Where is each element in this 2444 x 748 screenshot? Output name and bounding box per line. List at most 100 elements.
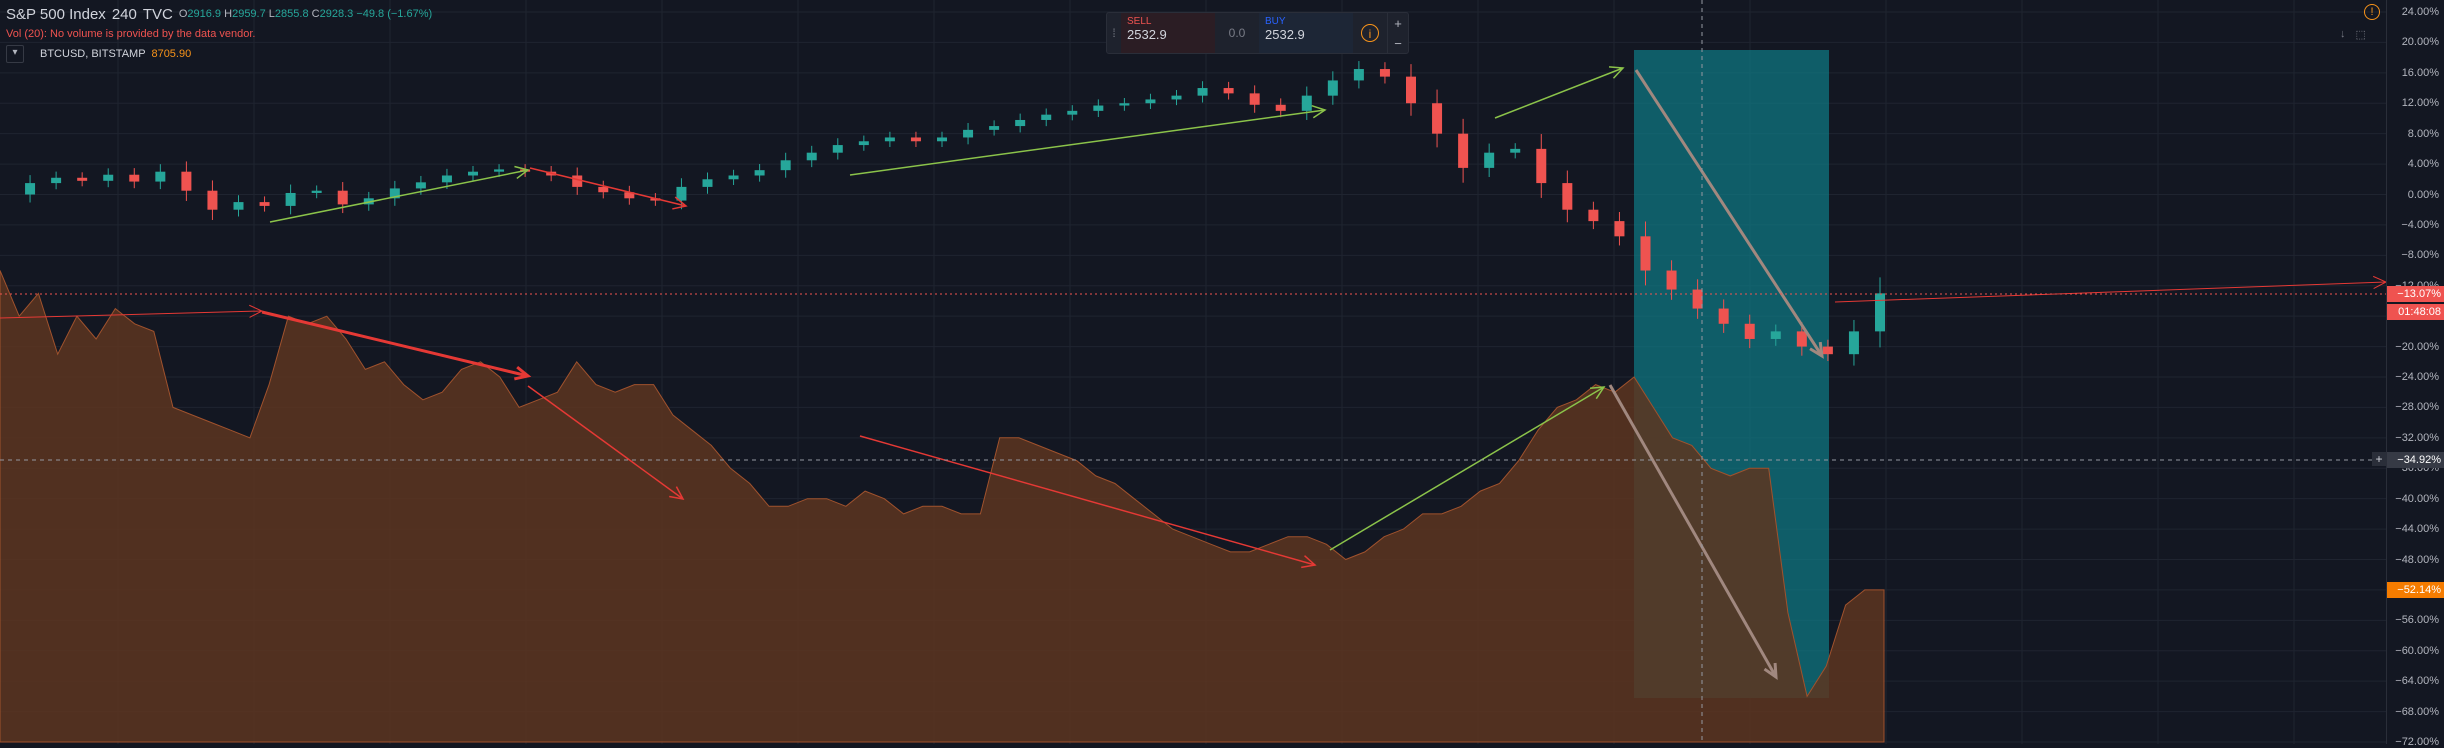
price-axis-tick: 12.00%	[2401, 97, 2439, 110]
spx-candle	[754, 170, 765, 176]
spread-value: 0.0	[1228, 26, 1246, 40]
buy-button[interactable]: BUY 2532.9	[1259, 13, 1353, 53]
arrow-head	[249, 304, 264, 318]
spx-candle	[389, 188, 400, 199]
chevron-down-icon[interactable]: ▾	[6, 45, 24, 63]
price-axis-tick: −72.00%	[2395, 736, 2439, 748]
spx-candle	[207, 190, 218, 210]
spx-candle	[311, 190, 322, 193]
spx-candle	[1796, 331, 1807, 347]
spx-candle	[103, 174, 114, 181]
chart-canvas[interactable]	[0, 0, 2386, 744]
symbol-name[interactable]: S&P 500 Index	[6, 5, 106, 23]
spx-candle	[937, 137, 947, 142]
spx-candle	[1275, 104, 1286, 111]
spx-candle	[1510, 148, 1521, 153]
trend-arrow[interactable]	[1494, 67, 1624, 119]
spx-candle	[702, 179, 713, 187]
trend-arrow[interactable]	[849, 109, 1326, 176]
trend-arrow[interactable]	[859, 435, 1316, 566]
trend-arrow[interactable]	[261, 310, 529, 378]
spx-candle	[858, 141, 869, 146]
info-button[interactable]: i	[1353, 13, 1387, 53]
price-axis-tick: −60.00%	[2395, 644, 2439, 657]
arrow-down-icon[interactable]: ↓	[2340, 28, 2346, 40]
crosshair-price-label: −34.92%	[2387, 452, 2444, 468]
spx-candle	[1015, 119, 1026, 127]
trend-arrow[interactable]	[1608, 384, 1778, 678]
spx-candle	[129, 174, 140, 182]
spx-candle	[1041, 114, 1052, 120]
spx-candle	[1171, 95, 1182, 100]
trend-arrow[interactable]	[529, 167, 687, 207]
spx-candle	[1379, 69, 1390, 77]
maximize-icon[interactable]: ⬚	[2355, 29, 2366, 41]
price-axis-tick: 24.00%	[2401, 6, 2439, 18]
spx-candle	[233, 202, 244, 210]
spx-candle	[181, 171, 192, 191]
plus-button[interactable]: +	[1394, 15, 1402, 31]
price-axis-tick: −24.00%	[2395, 371, 2439, 383]
spx-candle	[259, 202, 270, 206]
arrow-head	[672, 196, 688, 210]
sell-label: SELL	[1127, 16, 1152, 27]
arrow-head	[669, 486, 685, 501]
price-axis-tick: −56.00%	[2395, 614, 2439, 627]
spx-candle	[963, 129, 974, 138]
spx-candle	[1770, 331, 1781, 339]
alert-icon[interactable]: !	[2364, 4, 2380, 20]
price-axis-tick: −44.00%	[2395, 523, 2439, 536]
spx-candle	[1640, 236, 1651, 271]
trend-arrow[interactable]	[0, 310, 263, 319]
price-axis-tick: −64.00%	[2395, 675, 2439, 688]
arrow-head	[1301, 555, 1317, 569]
trend-arrow[interactable]	[269, 169, 529, 223]
trend-arrow[interactable]	[527, 385, 684, 500]
price-axis-tick: −32.00%	[2395, 431, 2439, 444]
spx-candle	[1353, 69, 1364, 81]
spx-candle	[1145, 99, 1156, 104]
compare-symbol-legend[interactable]: BTCUSD, BITSTAMP 8705.90	[40, 48, 191, 60]
spx-candle	[1406, 76, 1416, 104]
spx-candle	[285, 192, 296, 206]
spx-candle	[598, 186, 609, 193]
price-axis-tick: 0.00%	[2407, 188, 2439, 201]
spx-candle	[1848, 331, 1859, 355]
spx-candle	[155, 171, 166, 182]
chart-pane[interactable]: S&P 500 Index 240 TVC O2916.9 H2959.7 L2…	[0, 0, 2386, 744]
main-series-legend[interactable]: S&P 500 Index 240 TVC O2916.9 H2959.7 L2…	[6, 4, 432, 24]
spx-candle	[1197, 88, 1208, 96]
compare-symbol-value: 8705.90	[151, 48, 192, 60]
price-axis[interactable]: 24.00% 20.00% 16.00% 12.00% 8.00% 4.00% 0.00% −…	[2386, 0, 2444, 748]
interval-label[interactable]: 240	[111, 5, 137, 23]
sell-button[interactable]: SELL 2532.9	[1121, 13, 1215, 53]
trend-arrows	[0, 66, 2386, 680]
spx-candle	[1536, 148, 1547, 184]
chart-legend: S&P 500 Index 240 TVC O2916.9 H2959.7 L2…	[6, 4, 432, 64]
trend-arrow[interactable]	[1329, 386, 1605, 551]
ohlc-values: O2916.9 H2959.7 L2855.8 C2928.3 −49.8 (−…	[178, 8, 433, 20]
spx-candle	[728, 175, 739, 180]
spx-candle	[77, 177, 88, 181]
spx-candle	[1327, 80, 1338, 96]
spx-candle	[494, 169, 505, 172]
buy-label: BUY	[1265, 16, 1286, 27]
trend-arrow[interactable]	[1834, 281, 2386, 303]
crosshair-plus-button[interactable]: +	[2372, 452, 2386, 466]
volume-notice: Vol (20): No volume is provided by the d…	[6, 28, 256, 40]
drag-handle-icon[interactable]: ⁞	[1112, 26, 1116, 40]
spx-candle	[1822, 346, 1833, 355]
minus-button[interactable]: −	[1394, 35, 1402, 51]
trend-arrow[interactable]	[1634, 69, 1824, 357]
btc-last-price-label: −52.14%	[2387, 582, 2444, 598]
spx-candle	[650, 198, 661, 201]
trade-widget: ⁞ SELL 2532.9 0.0 BUY 2532.9 i + −	[1106, 12, 1409, 54]
arrow-head	[1608, 66, 1625, 79]
spx-candle	[1666, 270, 1677, 290]
price-axis-tick: −8.00%	[2401, 249, 2439, 262]
spx-candle	[1562, 183, 1573, 210]
spx-candle	[572, 175, 583, 187]
arrow-head	[514, 165, 530, 180]
spx-candle	[806, 152, 817, 161]
spx-candle	[1718, 308, 1729, 324]
